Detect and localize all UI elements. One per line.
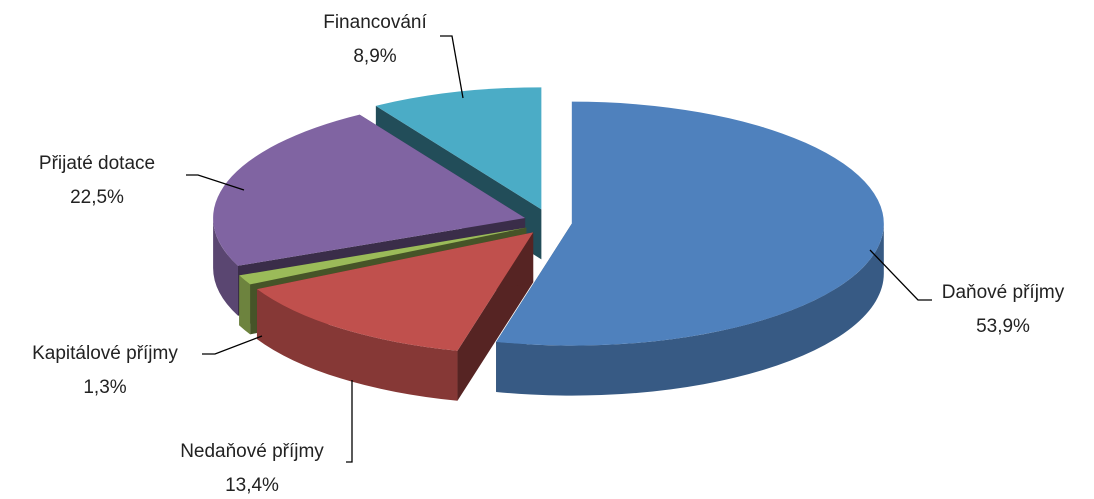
slice-side — [496, 223, 884, 396]
leader-line — [186, 174, 245, 191]
slice — [256, 232, 534, 351]
leader-line — [346, 380, 353, 463]
category-label: Nedaňové příjmy — [180, 441, 324, 462]
category-label: Financování — [323, 12, 427, 33]
slice — [213, 114, 526, 266]
category-label: Přijaté dotace — [39, 153, 155, 174]
value-label: 22,5% — [70, 187, 124, 208]
slice-side — [256, 289, 458, 401]
category-label: Kapitálové příjmy — [32, 343, 178, 364]
value-label: 53,9% — [976, 316, 1030, 337]
slice — [375, 87, 542, 210]
slice — [496, 101, 884, 346]
leader-line — [202, 335, 263, 355]
slice-side — [239, 275, 251, 335]
value-label: 8,9% — [353, 46, 396, 67]
leader-line — [869, 249, 932, 301]
category-label: Daňové příjmy — [942, 282, 1065, 303]
value-label: 1,3% — [83, 377, 126, 398]
leader-line — [440, 35, 464, 99]
slice-side — [213, 218, 238, 316]
value-label: 13,4% — [225, 475, 279, 496]
slice — [239, 227, 527, 285]
